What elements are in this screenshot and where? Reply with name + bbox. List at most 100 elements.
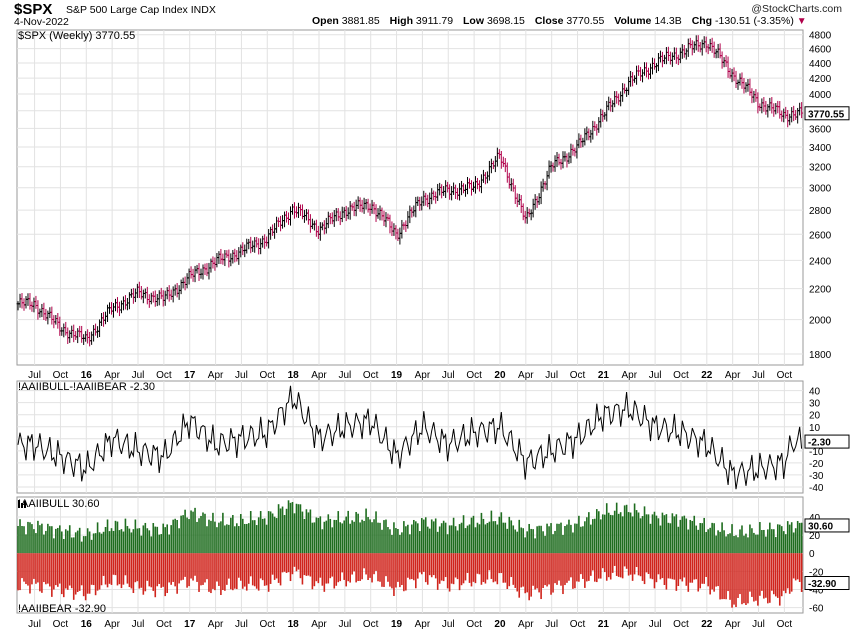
bear-bar	[385, 553, 387, 577]
bear-bar	[494, 553, 497, 582]
sentiment-y-tick-label: 0	[809, 549, 815, 560]
bear-bar	[673, 553, 676, 580]
bull-bar	[62, 538, 65, 554]
bull-bar	[566, 524, 568, 554]
bear-bar	[88, 553, 91, 594]
bear-bar	[216, 553, 218, 582]
bear-bar	[496, 553, 499, 585]
bull-bar	[134, 519, 137, 554]
bull-bar	[462, 515, 465, 554]
bear-bar	[271, 553, 274, 575]
bear-bar	[796, 553, 799, 580]
sentiment-y-tick-label: 20	[809, 531, 821, 542]
bull-bar	[375, 511, 377, 554]
bull-bar	[214, 521, 216, 554]
bull-bar	[773, 529, 775, 554]
bear-bar	[291, 553, 294, 575]
bear-bar	[349, 553, 351, 583]
bull-bar	[796, 520, 799, 554]
bull-bar	[222, 512, 224, 554]
bull-bar	[759, 522, 761, 554]
bear-bar	[709, 553, 711, 595]
bull-bar	[444, 522, 447, 554]
bull-bar	[387, 527, 389, 554]
bear-bar	[333, 553, 336, 589]
bull-bar	[647, 514, 650, 554]
sentiment-x-tick-label: Apr	[518, 619, 534, 630]
bear-bar	[605, 553, 608, 581]
sentiment-x-tick-label: Apr	[415, 619, 431, 630]
bull-bar	[625, 504, 628, 554]
spread-last-value: -2.30	[808, 438, 831, 449]
bear-bar	[267, 553, 270, 592]
bull-bar	[293, 513, 296, 554]
bear-bar	[538, 553, 540, 593]
bear-bar	[719, 553, 721, 600]
bear-bar	[776, 553, 779, 598]
price-x-tick-label: 19	[391, 370, 403, 381]
bull-bar	[599, 519, 602, 554]
bear-bar	[37, 553, 39, 583]
price-panel-frame	[16, 29, 804, 366]
bear-bar	[249, 553, 252, 577]
bear-last-value: -32.90	[808, 579, 837, 590]
bear-bar	[415, 553, 417, 589]
bull-bar	[430, 519, 433, 554]
bull-bar	[389, 529, 391, 554]
sentiment-x-tick-label: Jul	[545, 619, 558, 630]
bull-bar	[705, 531, 707, 554]
bear-bar	[460, 553, 463, 586]
bear-bar	[490, 553, 493, 579]
bear-bar	[144, 553, 147, 592]
bear-bar	[476, 553, 479, 574]
bull-bar	[17, 526, 19, 554]
bull-bar	[442, 520, 445, 554]
bear-bar	[148, 553, 151, 587]
bear-bar	[17, 553, 19, 591]
stockcharts-credit[interactable]: @StockCharts.com	[751, 3, 842, 15]
bull-bar	[735, 535, 737, 554]
bull-bar	[243, 523, 246, 554]
bull-bar	[92, 533, 95, 554]
bull-bar	[204, 513, 206, 554]
bull-bar	[255, 525, 258, 554]
bull-bar	[182, 515, 184, 554]
bear-bar	[339, 553, 342, 582]
bear-bar	[381, 553, 383, 587]
bear-bar	[448, 553, 451, 592]
sentiment-y-tick-label: -60	[809, 604, 824, 615]
bear-bar	[544, 553, 546, 586]
bear-bar	[172, 553, 174, 582]
bear-bar	[295, 553, 298, 572]
bear-bar	[243, 553, 246, 587]
bull-bar	[633, 503, 636, 554]
bear-bar	[76, 553, 79, 592]
bull-bar	[156, 526, 159, 554]
bull-bar	[592, 519, 594, 554]
spread-y-tick-label: -30	[809, 471, 824, 482]
bull-bar	[162, 523, 165, 554]
bull-bar	[275, 518, 278, 554]
bull-bar	[611, 515, 614, 554]
bull-bar	[373, 519, 375, 554]
bear-bar	[643, 553, 646, 585]
bull-bar	[379, 522, 381, 554]
bear-bar	[737, 553, 739, 598]
bull-bar	[176, 520, 178, 554]
bear-bar	[703, 553, 705, 584]
bear-bar	[456, 553, 459, 580]
bear-bar	[41, 553, 43, 593]
bear-bar	[365, 553, 367, 575]
bull-bar	[277, 504, 280, 554]
sentiment-x-tick-label: Oct	[259, 619, 275, 630]
bull-bar	[532, 529, 534, 554]
bull-bar	[528, 523, 530, 554]
bull-bar	[452, 517, 455, 554]
bear-bar	[98, 553, 101, 590]
bull-bar	[544, 535, 546, 554]
sentiment-x-tick-label: Apr	[104, 619, 120, 630]
bull-bar	[739, 529, 741, 554]
bull-bar	[104, 527, 107, 554]
bull-bar	[325, 520, 328, 554]
bull-bar	[47, 523, 49, 554]
